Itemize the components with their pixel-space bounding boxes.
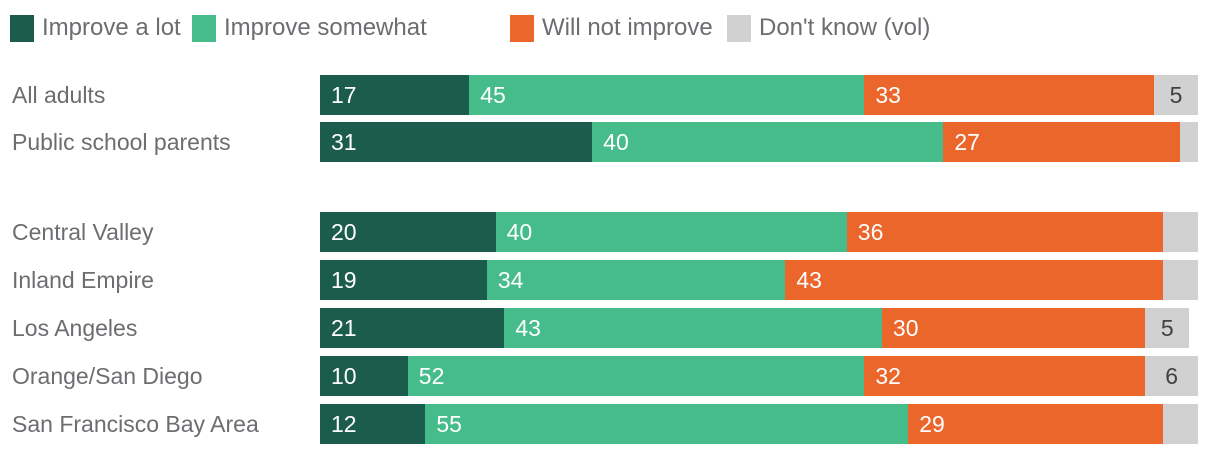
bar-segment: 45 (469, 75, 865, 115)
category-label: All adults (12, 82, 106, 108)
bar-track: 31 40 27 (320, 122, 1198, 162)
bar-value-label: 17 (331, 81, 357, 108)
bar-segment (1162, 404, 1198, 444)
bar-value-label: 52 (418, 362, 445, 389)
legend-item-improve-a-lot: Improve a lot (10, 14, 181, 42)
bar-value-label: 19 (331, 266, 357, 293)
bar-row-orange-san-diego: Orange/San Diego 10 52 32 6 (0, 356, 1220, 396)
bar-value-label: 43 (515, 314, 541, 341)
bar-segment: 34 (486, 260, 786, 300)
bar-value-label: 55 (436, 410, 462, 437)
bar-track: 20 40 36 (320, 212, 1198, 252)
bar-segment: 30 (881, 308, 1146, 348)
bar-segment: 20 (320, 212, 496, 252)
bar-track: 19 34 43 (320, 260, 1198, 300)
bar-value-label: 36 (857, 218, 884, 245)
bar-segment: 52 (407, 356, 865, 396)
stacked-bar-chart: All adults 17 45 33 5 Public school parents… (0, 75, 1220, 452)
bar-row-sf-bay-area: San Francisco Bay Area 12 55 29 (0, 404, 1220, 444)
category-label: Public school parents (12, 129, 231, 155)
bar-value-label: 29 (919, 410, 945, 437)
bar-value-label: 21 (331, 314, 357, 341)
bar-segment: 12 (320, 404, 426, 444)
bar-value-label: 20 (331, 218, 357, 245)
bar-value-label: 10 (331, 362, 357, 389)
medium-green-swatch-icon (192, 14, 216, 42)
bar-segment: 21 (320, 308, 505, 348)
bar-segment (1162, 212, 1198, 252)
bar-value-label: 31 (331, 128, 357, 155)
bar-value-label: 40 (603, 128, 629, 155)
bar-value-label: 12 (331, 410, 357, 437)
bar-segment (1180, 122, 1198, 162)
bar-value-label: 27 (954, 128, 980, 155)
bar-segment: 29 (908, 404, 1163, 444)
bar-segment: 5 (1154, 75, 1198, 115)
bar-segment: 10 (320, 356, 408, 396)
bar-segment: 17 (320, 75, 470, 115)
bar-value-label: 32 (875, 362, 901, 389)
bar-segment: 36 (846, 212, 1163, 252)
bar-row-central-valley: Central Valley 20 40 36 (0, 212, 1220, 252)
legend-label: Don't know (vol) (759, 14, 931, 41)
legend-item-improve-somewhat: Improve somewhat (192, 14, 427, 42)
bar-value-label: 5 (1160, 314, 1174, 341)
chart-legend: Improve a lot Improve somewhat Will not … (0, 14, 1220, 42)
bar-segment: 55 (425, 404, 909, 444)
bar-row-inland-empire: Inland Empire 19 34 43 (0, 260, 1220, 300)
bar-value-label: 5 (1169, 81, 1183, 108)
bar-value-label: 40 (506, 218, 533, 245)
bar-track: 10 52 32 6 (320, 356, 1198, 396)
legend-label: Improve somewhat (224, 14, 427, 41)
legend-item-will-not-improve: Will not improve (510, 14, 713, 42)
dark-green-swatch-icon (10, 14, 34, 42)
category-label: Los Angeles (12, 315, 138, 341)
bar-value-label: 34 (497, 266, 524, 293)
bar-segment: 6 (1145, 356, 1198, 396)
bar-segment: 31 (320, 122, 593, 162)
bar-track: 21 43 30 5 (320, 308, 1198, 348)
category-label: Central Valley (12, 219, 154, 245)
bar-segment: 43 (785, 260, 1163, 300)
bar-segment: 40 (495, 212, 847, 252)
category-label: San Francisco Bay Area (12, 411, 259, 437)
category-label: Inland Empire (12, 267, 154, 293)
bar-segment: 40 (592, 122, 944, 162)
bar-value-label: 43 (796, 266, 822, 293)
category-label: Orange/San Diego (12, 363, 203, 389)
bar-segment: 32 (864, 356, 1146, 396)
gray-swatch-icon (727, 14, 751, 42)
orange-swatch-icon (510, 14, 534, 42)
legend-label: Improve a lot (42, 14, 181, 41)
bar-segment (1162, 260, 1198, 300)
bar-row-los-angeles: Los Angeles 21 43 30 5 (0, 308, 1220, 348)
legend-item-dont-know: Don't know (vol) (727, 14, 930, 42)
bar-segment: 5 (1145, 308, 1190, 348)
bar-segment: 33 (864, 75, 1155, 115)
legend-label: Will not improve (542, 14, 713, 41)
bar-track: 12 55 29 (320, 404, 1198, 444)
bar-track: 17 45 33 5 (320, 75, 1198, 115)
bar-segment: 43 (504, 308, 882, 348)
bar-value-label: 33 (875, 81, 901, 108)
bar-value-label: 30 (892, 314, 919, 341)
bar-segment: 19 (320, 260, 487, 300)
bar-value-label: 45 (480, 81, 506, 108)
bar-group-adults-parents: All adults 17 45 33 5 Public school parents… (0, 75, 1220, 162)
bar-segment: 27 (943, 122, 1181, 162)
bar-group-regions: Central Valley 20 40 36 Inland Empire 19 34… (0, 212, 1220, 444)
bar-value-label: 6 (1165, 362, 1179, 389)
bar-row-all-adults: All adults 17 45 33 5 (0, 75, 1220, 115)
bar-row-public-school-parents: Public school parents 31 40 27 (0, 122, 1220, 162)
